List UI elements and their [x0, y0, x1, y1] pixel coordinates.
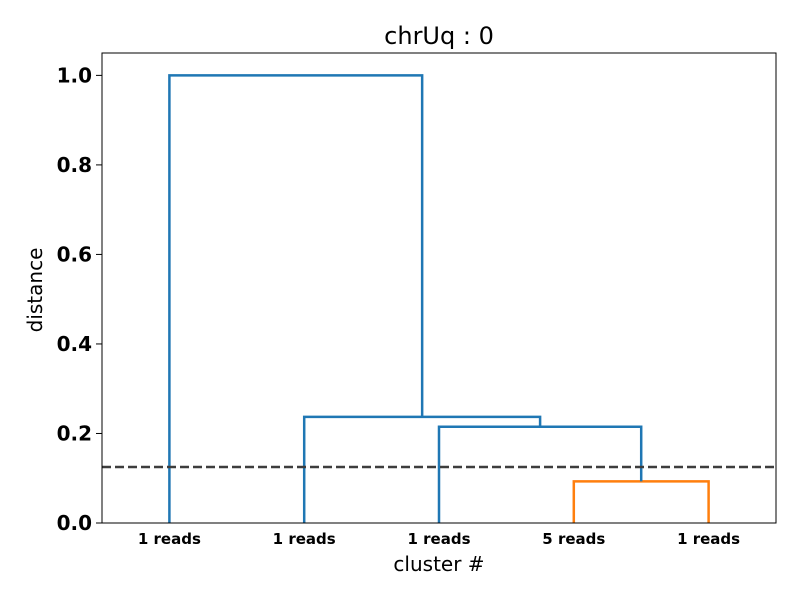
- y-axis-ticks: 0.0 0.2 0.4 0.6 0.8 1.0: [57, 63, 102, 535]
- leaf-label: 1 reads: [407, 530, 470, 548]
- plot-frame: [101, 52, 777, 524]
- x-axis-label: cluster #: [393, 552, 484, 576]
- y-tick-label: 0.0: [57, 511, 92, 535]
- y-axis-label: distance: [23, 248, 47, 333]
- y-tick-label: 0.6: [57, 242, 92, 266]
- leaf-label: 1 reads: [138, 530, 201, 548]
- y-tick-label: 1.0: [57, 63, 92, 87]
- leaf-label: 5 reads: [542, 530, 605, 548]
- leaf-label: 1 reads: [273, 530, 336, 548]
- leaf-label: 1 reads: [677, 530, 740, 548]
- y-tick-label: 0.4: [57, 332, 92, 356]
- x-axis-ticks: 1 reads 1 reads 1 reads 5 reads 1 reads: [138, 530, 740, 548]
- y-tick-label: 0.2: [57, 421, 92, 445]
- dendrogram-link: [168, 74, 424, 523]
- dendrogram-links: [168, 74, 710, 523]
- y-tick-label: 0.8: [57, 153, 92, 177]
- chart-title: chrUq : 0: [384, 22, 494, 50]
